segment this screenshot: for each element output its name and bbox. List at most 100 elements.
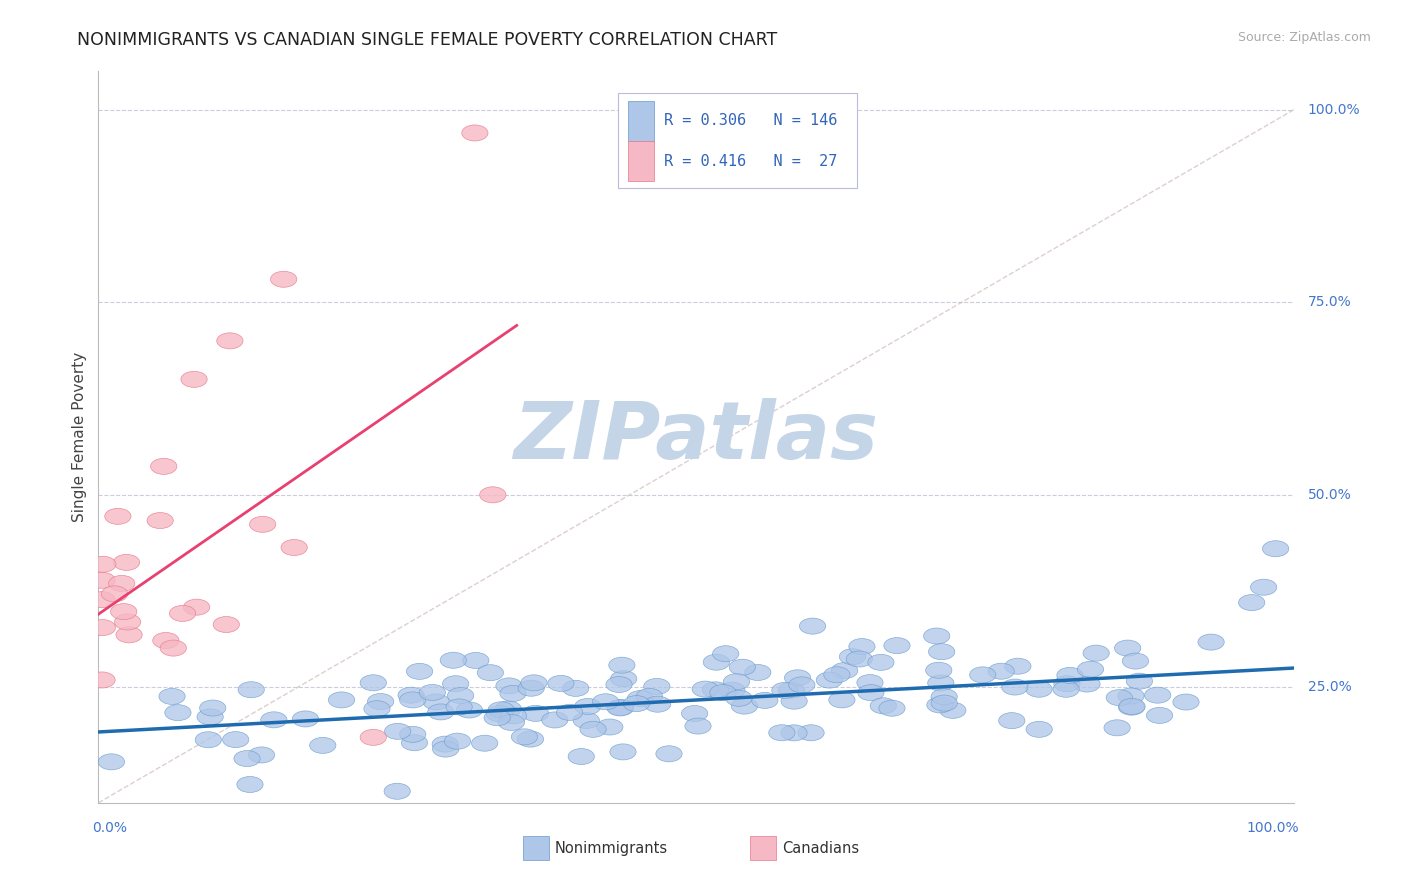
Ellipse shape [541, 712, 568, 728]
Ellipse shape [150, 458, 177, 475]
Ellipse shape [839, 648, 866, 665]
Ellipse shape [270, 271, 297, 287]
Ellipse shape [197, 709, 224, 725]
Ellipse shape [360, 674, 387, 690]
Ellipse shape [1083, 645, 1109, 661]
Ellipse shape [181, 371, 207, 387]
Ellipse shape [1001, 679, 1028, 695]
Ellipse shape [718, 682, 745, 698]
Ellipse shape [655, 746, 682, 762]
Ellipse shape [884, 638, 910, 654]
Ellipse shape [1104, 720, 1130, 736]
Ellipse shape [444, 733, 471, 749]
Ellipse shape [931, 689, 957, 705]
Ellipse shape [111, 604, 136, 620]
Ellipse shape [1107, 690, 1132, 706]
Text: Nonimmigrants: Nonimmigrants [555, 840, 668, 855]
Ellipse shape [568, 748, 595, 764]
Ellipse shape [828, 692, 855, 708]
Ellipse shape [399, 726, 426, 742]
Ellipse shape [89, 591, 115, 607]
Ellipse shape [731, 698, 758, 714]
Ellipse shape [868, 655, 894, 671]
Ellipse shape [692, 681, 718, 698]
Ellipse shape [249, 747, 274, 763]
Ellipse shape [443, 676, 468, 692]
Ellipse shape [817, 672, 842, 688]
Ellipse shape [824, 666, 851, 682]
Text: 100.0%: 100.0% [1247, 821, 1299, 835]
Ellipse shape [800, 618, 825, 634]
Ellipse shape [1173, 694, 1199, 710]
Ellipse shape [432, 736, 458, 752]
Ellipse shape [169, 606, 195, 622]
Ellipse shape [329, 692, 354, 708]
Ellipse shape [623, 696, 650, 712]
Ellipse shape [495, 701, 522, 717]
Ellipse shape [222, 731, 249, 747]
Ellipse shape [101, 586, 128, 602]
Ellipse shape [858, 685, 884, 701]
Ellipse shape [1118, 688, 1144, 704]
Ellipse shape [484, 710, 510, 726]
Ellipse shape [217, 333, 243, 349]
Ellipse shape [548, 675, 574, 691]
Ellipse shape [89, 573, 115, 589]
Ellipse shape [440, 652, 467, 668]
Ellipse shape [998, 713, 1025, 729]
Ellipse shape [610, 671, 637, 687]
Ellipse shape [471, 735, 498, 751]
Text: Canadians: Canadians [782, 840, 859, 855]
Ellipse shape [104, 508, 131, 524]
Ellipse shape [364, 701, 389, 716]
Ellipse shape [160, 640, 187, 657]
Ellipse shape [988, 663, 1014, 679]
Ellipse shape [401, 735, 427, 751]
Ellipse shape [1118, 699, 1144, 715]
Ellipse shape [924, 628, 950, 644]
Ellipse shape [1053, 681, 1080, 698]
Ellipse shape [419, 684, 446, 700]
Ellipse shape [360, 730, 387, 746]
Ellipse shape [423, 694, 450, 710]
Ellipse shape [682, 706, 707, 722]
Ellipse shape [496, 678, 522, 694]
Ellipse shape [115, 627, 142, 643]
Ellipse shape [849, 639, 875, 655]
Ellipse shape [501, 685, 526, 701]
Text: NONIMMIGRANTS VS CANADIAN SINGLE FEMALE POVERTY CORRELATION CHART: NONIMMIGRANTS VS CANADIAN SINGLE FEMALE … [77, 31, 778, 49]
Y-axis label: Single Female Poverty: Single Female Poverty [72, 352, 87, 522]
Ellipse shape [517, 731, 544, 747]
Ellipse shape [574, 713, 599, 729]
Ellipse shape [433, 741, 458, 757]
Ellipse shape [309, 738, 336, 754]
FancyBboxPatch shape [628, 141, 654, 181]
Ellipse shape [789, 677, 815, 693]
Text: R = 0.306   N = 146: R = 0.306 N = 146 [664, 113, 837, 128]
Ellipse shape [517, 681, 544, 697]
Ellipse shape [637, 689, 662, 705]
Ellipse shape [1119, 698, 1144, 714]
Ellipse shape [214, 616, 239, 632]
Ellipse shape [238, 681, 264, 698]
Ellipse shape [447, 688, 474, 704]
Ellipse shape [398, 687, 425, 703]
Ellipse shape [725, 690, 752, 706]
Ellipse shape [292, 711, 319, 727]
Ellipse shape [703, 681, 728, 698]
Ellipse shape [780, 725, 807, 741]
Ellipse shape [456, 702, 482, 718]
Text: ZIPatlas: ZIPatlas [513, 398, 879, 476]
Ellipse shape [927, 697, 953, 713]
Ellipse shape [1126, 673, 1153, 690]
Ellipse shape [512, 729, 537, 745]
Ellipse shape [159, 689, 186, 705]
Ellipse shape [1144, 687, 1171, 703]
Ellipse shape [723, 673, 749, 690]
Ellipse shape [520, 675, 547, 690]
Text: Source: ZipAtlas.com: Source: ZipAtlas.com [1237, 31, 1371, 45]
Text: 25.0%: 25.0% [1308, 681, 1351, 694]
Ellipse shape [1077, 661, 1104, 677]
FancyBboxPatch shape [523, 837, 548, 860]
Ellipse shape [406, 664, 433, 680]
